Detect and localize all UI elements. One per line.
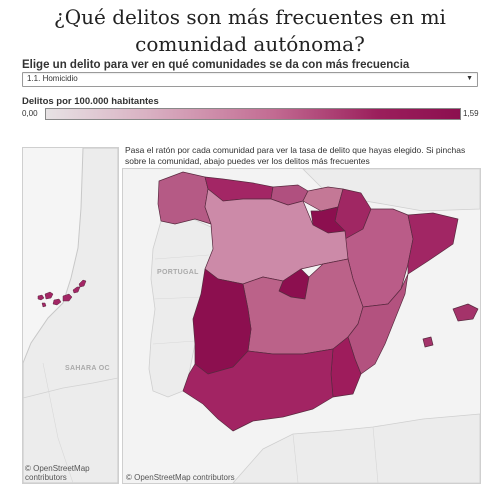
crime-selector-label: Elige un delito para ver en qué comunida… [22,59,410,71]
map-label-sahara: SAHARA OC [65,365,110,372]
legend-max-value: 1,59 [463,109,479,118]
map-instructions: Pasa el ratón por cada comunidad para ve… [125,145,466,166]
legend-color-scale [45,108,461,120]
canary-islands-map[interactable]: SAHARA OC © OpenStreetMap contributors [22,147,119,484]
region-cataluna[interactable] [407,212,459,275]
canary-map-svg: SAHARA OC [23,148,118,483]
crime-selector-dropdown[interactable]: 1.1. Homicidio ▼ [22,72,478,87]
spain-map[interactable]: PORTUGAL © OpenStreetMap contributors [122,168,481,484]
region-canarias[interactable] [37,279,87,308]
map-credit-right: © OpenStreetMap contributors [126,473,235,482]
legend-min-value: 0,00 [22,109,38,118]
spain-map-svg: PORTUGAL [148,169,480,483]
map-credit-left: © OpenStreetMap contributors [25,464,90,482]
region-galicia[interactable] [157,171,212,225]
page-title: ¿Qué delitos son más frecuentes en mi co… [54,5,446,56]
chevron-down-icon[interactable]: ▼ [466,75,473,82]
crime-selector-value: 1.1. Homicidio [27,74,78,83]
region-baleares[interactable] [422,303,479,348]
map-label-portugal: PORTUGAL [157,269,199,276]
region-andalucia[interactable] [182,348,334,432]
legend-label: Delitos por 100.000 habitantes [22,96,159,107]
